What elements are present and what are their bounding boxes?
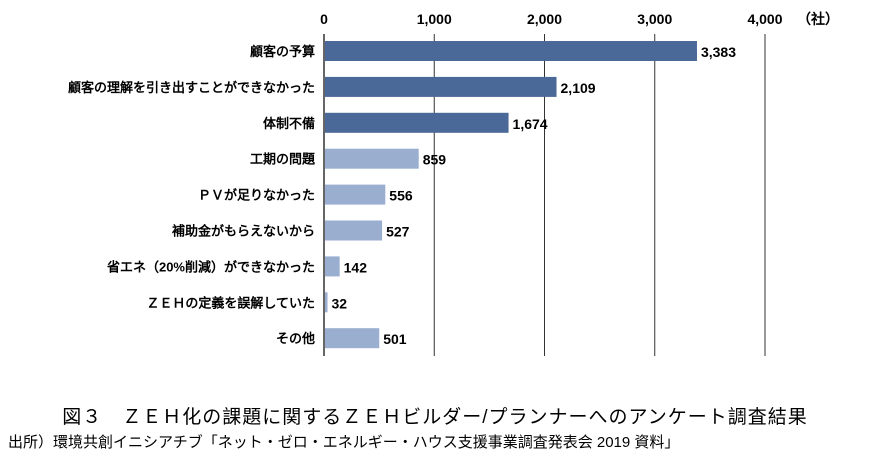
category-label: 体制不備: [263, 116, 315, 131]
category-label: 補助金がもらえないから: [171, 224, 315, 239]
value-label: 32: [332, 295, 348, 311]
category-label: ＺＥＨの定義を誤解していた: [146, 295, 315, 310]
x-tick-label: 3,000: [637, 11, 672, 27]
category-label: ＰＶが足りなかった: [198, 188, 315, 203]
x-tick-label: 4,000: [747, 11, 782, 27]
x-tick-label: 1,000: [417, 11, 452, 27]
category-label: 省エネ（20%削減）ができなかった: [106, 259, 315, 274]
bar: [325, 184, 386, 205]
bar: [325, 220, 383, 241]
value-label: 556: [389, 188, 413, 204]
value-label: 501: [383, 331, 407, 347]
bar: [325, 292, 328, 313]
category-label: 顧客の予算: [250, 44, 315, 59]
bar: [325, 41, 697, 61]
unit-label: （社）: [797, 11, 839, 27]
bar: [325, 256, 340, 277]
bar: [325, 112, 509, 133]
bar: [325, 328, 380, 349]
bar-chart: 0 1,000 2,000 3,000 4,000 （社） 顧客の予算 3,383 顧客の理解を…: [68, 11, 839, 356]
value-label: 527: [386, 224, 410, 240]
x-tick-label: 2,000: [527, 11, 562, 27]
category-label: 工期の問題: [250, 152, 316, 167]
category-label: 顧客の理解を引き出すことができなかった: [68, 80, 315, 95]
bar: [325, 148, 419, 169]
figure-title: 図３ ＺＥＨ化の課題に関するＺＥＨビルダー/プランナーへのアンケート調査結果: [62, 407, 808, 428]
value-label: 142: [344, 259, 368, 275]
x-tick-label: 0: [320, 11, 328, 27]
value-label: 2,109: [561, 80, 596, 96]
bar: [325, 76, 557, 97]
value-label: 1,674: [513, 116, 548, 132]
value-label: 859: [423, 152, 447, 168]
value-label: 3,383: [701, 44, 736, 60]
figure-source: 出所）環境共創イニシアチブ「ネット・ゼロ・エネルギー・ハウス支援事業調査発表会 …: [8, 434, 680, 451]
category-label: その他: [276, 331, 315, 346]
